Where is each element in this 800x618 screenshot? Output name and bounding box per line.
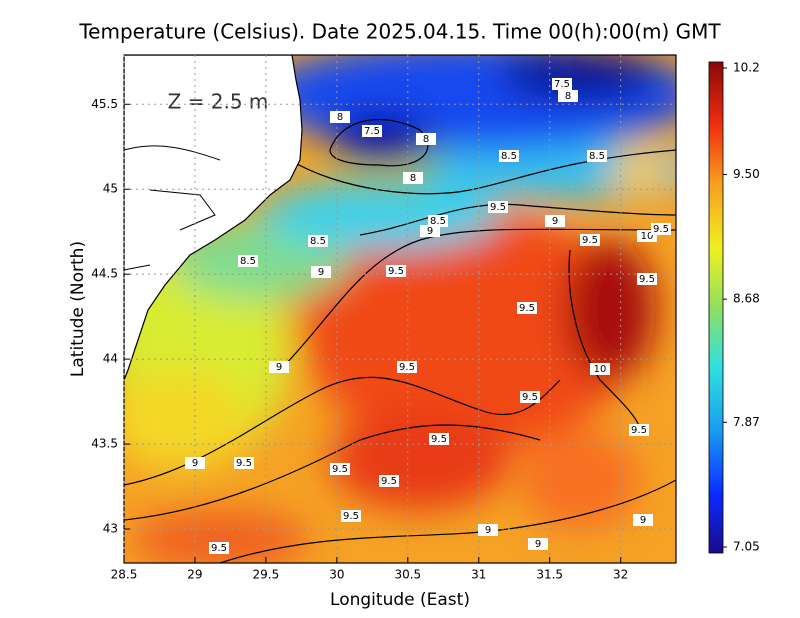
- contour-label: 9.5: [653, 224, 669, 235]
- contour-label-box: [587, 150, 607, 162]
- temperature-field: [124, 55, 676, 563]
- contour-label-box: [308, 235, 328, 247]
- contour-label: 9.5: [519, 303, 535, 314]
- colorbar-tick-label: 10.2: [733, 61, 760, 75]
- y-axis-title: Latitude (North): [68, 241, 88, 377]
- x-tick-label: 31: [471, 568, 486, 582]
- title: Temperature (Celsius). Date 2025.04.15. …: [78, 20, 721, 44]
- contour-label-box: [330, 111, 350, 123]
- contour-label: 9.5: [522, 392, 538, 403]
- contour-label-box: [429, 433, 449, 445]
- contour-label: 9.5: [582, 235, 598, 246]
- contour-label: 9.5: [381, 476, 397, 487]
- contour-label-box: [420, 225, 440, 237]
- contour-label: 9.5: [343, 511, 359, 522]
- contour-label: 10: [594, 364, 607, 375]
- contour-label: 8.5: [310, 236, 326, 247]
- contour-label-box: [403, 172, 423, 184]
- contour-label-box: [341, 510, 361, 522]
- contour-label: 9.5: [211, 543, 227, 554]
- x-axis-title: Longitude (East): [330, 590, 470, 610]
- contour-label: 8.5: [501, 151, 517, 162]
- contour-label-box: [580, 234, 600, 246]
- contour-label-box: [209, 542, 229, 554]
- contour-label: 8.5: [240, 256, 256, 267]
- contour-label: 9.5: [490, 202, 506, 213]
- contour-label-box: [558, 90, 578, 102]
- y-tick-label: 44.5: [91, 267, 118, 281]
- contour-label: 8: [565, 91, 571, 102]
- y-tick-label: 44: [103, 352, 118, 366]
- contour-label: 9: [427, 226, 433, 237]
- contour-label-box: [499, 150, 519, 162]
- contour-label: 9.5: [236, 458, 252, 469]
- contour-label: 9: [192, 458, 198, 469]
- contour-label: 9: [535, 539, 541, 550]
- contour-label-box: [416, 133, 436, 145]
- colorbar-tick-label: 7.05: [733, 540, 760, 554]
- x-tick-label: 30: [329, 568, 344, 582]
- colorbar-tick-label: 8.68: [733, 292, 760, 306]
- contour-label-box: [552, 78, 572, 90]
- contour-label-box: [520, 391, 540, 403]
- contour-label-box: [637, 273, 657, 285]
- contour-label-box: [362, 125, 382, 137]
- borders: [124, 145, 221, 271]
- y-tick-label: 45: [103, 182, 118, 196]
- depth-annotation: Z = 2.5 m: [168, 90, 269, 114]
- contour-label-box: [633, 514, 653, 526]
- contour-label-box: [234, 457, 254, 469]
- contour-label-box: [545, 215, 565, 227]
- contour-label-box: [478, 524, 498, 536]
- contour-label-box: [185, 457, 205, 469]
- contour-label: 9.5: [332, 464, 348, 475]
- contour-label: 9: [485, 525, 491, 536]
- contour-label-box: [517, 302, 537, 314]
- contour-label: 8.5: [589, 151, 605, 162]
- y-tick-label: 43: [103, 522, 118, 536]
- contour-label: 9.5: [631, 425, 647, 436]
- contour-label-box: [386, 265, 406, 277]
- contour-label: 9: [640, 515, 646, 526]
- x-tick-label: 29: [187, 568, 202, 582]
- x-tick-label: 30.5: [394, 568, 421, 582]
- contour-label: 10: [641, 231, 654, 242]
- contour-label: 9.5: [431, 434, 447, 445]
- contour-label-box: [651, 223, 671, 235]
- contour-label-box: [238, 255, 258, 267]
- colorbar-tick-label: 7.87: [733, 415, 760, 429]
- contour-label-box: [528, 538, 548, 550]
- contour-label-box: [629, 424, 649, 436]
- colorbar: [708, 61, 724, 554]
- contour-label: 8.5: [430, 216, 446, 227]
- x-tick-label: 31.5: [536, 568, 563, 582]
- contour-label: 7.5: [364, 126, 380, 137]
- contour-label: 8: [423, 134, 429, 145]
- x-tick-label: 32: [613, 568, 628, 582]
- contour-label: 8: [337, 112, 343, 123]
- x-tick-label: 28.5: [111, 568, 138, 582]
- contour-label: 9: [276, 362, 282, 373]
- x-tick-label: 29.5: [253, 568, 280, 582]
- contour-label-box: [330, 463, 350, 475]
- contour-label: 9.5: [399, 362, 415, 373]
- contour-label-box: [397, 361, 417, 373]
- contour-label-box: [428, 215, 448, 227]
- contour-label-box: [379, 475, 399, 487]
- contour-label: 9: [318, 267, 324, 278]
- contour-label-box: [269, 361, 289, 373]
- contour-label-box: [590, 363, 610, 375]
- contour-label-box: [311, 266, 331, 278]
- contour-label: 7.5: [554, 79, 570, 90]
- contour-label: 9: [552, 216, 558, 227]
- contour-label-box: [488, 201, 508, 213]
- land: [124, 55, 303, 381]
- colorbar-tick-label: 9.50: [733, 167, 760, 181]
- y-tick-label: 45.5: [91, 97, 118, 111]
- y-tick-label: 43.5: [91, 437, 118, 451]
- contour-label: 9.5: [639, 274, 655, 285]
- contour-label: 8: [410, 173, 416, 184]
- contour-label: 9.5: [388, 266, 404, 277]
